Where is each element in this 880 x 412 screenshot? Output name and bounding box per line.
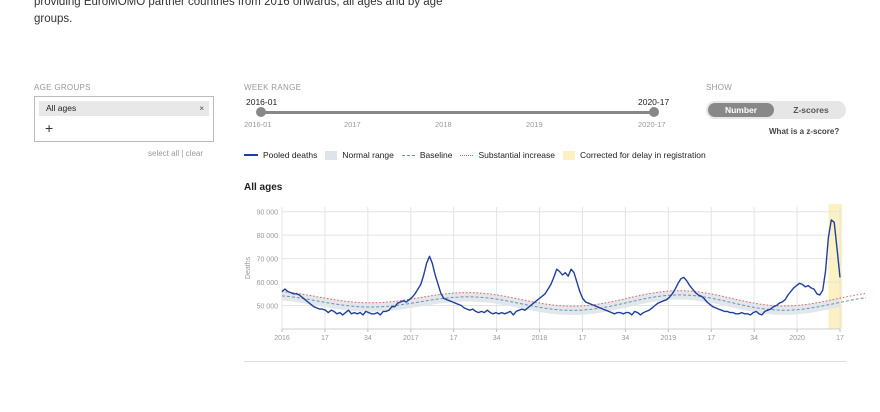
legend-label: Pooled deaths [263, 150, 318, 160]
age-groups-select[interactable]: All ages × + [34, 96, 214, 142]
x-tick-label: 2018 [532, 335, 548, 342]
legend-normal-range: Normal range [325, 150, 394, 160]
y-tick-label: 50 000 [257, 304, 279, 311]
legend-label: Normal range [342, 150, 394, 160]
x-tick-label: 17 [707, 335, 715, 342]
x-tick-label: 34 [621, 335, 629, 342]
show-toggle: Number Z-scores [706, 101, 846, 119]
number-option[interactable]: Number [708, 103, 774, 117]
y-axis-label: Deaths [245, 256, 252, 279]
legend-label: Substantial increase [478, 150, 556, 160]
y-tick-label: 70 000 [257, 257, 279, 264]
x-tick-label: 2016 [274, 335, 290, 342]
y-tick-label: 90 000 [257, 210, 279, 217]
range-tick: 2019 [526, 120, 543, 129]
x-tick-label: 2019 [661, 335, 677, 342]
zscores-option[interactable]: Z-scores [793, 105, 829, 115]
remove-chip-icon[interactable]: × [199, 104, 204, 113]
select-all-link[interactable]: select all [148, 149, 180, 158]
legend-label: Baseline [419, 150, 453, 160]
area-swatch [563, 150, 576, 160]
chart-legend: Pooled deaths Normal range Baseline Subs… [244, 150, 714, 160]
range-end-value: 2020-17 [638, 97, 670, 107]
select-links: select all | clear [148, 149, 203, 158]
x-tick-label: 34 [493, 335, 501, 342]
range-end-handle[interactable] [649, 107, 659, 117]
x-tick-label: 2020 [789, 335, 805, 342]
x-tick-label: 34 [364, 335, 372, 342]
x-tick-label: 17 [321, 335, 329, 342]
x-tick-label: 17 [450, 335, 458, 342]
intro-text: providing EuroMOMO partner countries fro… [34, 0, 464, 28]
show-label: SHOW [706, 83, 733, 92]
zscore-help-link[interactable]: What is a z-score? [769, 127, 840, 136]
range-start-value: 2016-01 [246, 97, 278, 107]
clear-link[interactable]: clear [185, 149, 204, 158]
age-groups-label: AGE GROUPS [34, 83, 91, 92]
range-tick: 2017 [344, 120, 361, 129]
y-tick-label: 60 000 [257, 280, 279, 287]
y-tick-label: 80 000 [257, 233, 279, 240]
intro-line-1: providing EuroMOMO partner countries fro… [34, 0, 443, 8]
add-age-group-icon[interactable]: + [45, 120, 54, 136]
x-tick-label: 2017 [403, 335, 419, 342]
week-range-label: WEEK RANGE [244, 83, 302, 92]
chart-title: All ages [244, 182, 283, 193]
link-separator: | [181, 149, 184, 158]
solid-line-swatch [244, 154, 258, 156]
age-group-chip-label: All ages [46, 103, 77, 113]
dotted-line-swatch [460, 154, 474, 156]
legend-label: Corrected for delay in registration [580, 150, 706, 160]
x-tick-label: 17 [836, 335, 844, 342]
range-tick: 2016-01 [244, 120, 272, 129]
divider [244, 361, 846, 362]
range-start-handle[interactable] [256, 107, 266, 117]
substantial-increase-line [281, 290, 867, 307]
intro-line-2: groups. [34, 13, 73, 25]
x-tick-label: 34 [750, 335, 758, 342]
legend-pooled-deaths: Pooled deaths [244, 150, 317, 160]
legend-delay-correction: Corrected for delay in registration [563, 150, 706, 160]
range-tick: 2020-17 [638, 120, 666, 129]
age-group-chip: All ages × [39, 101, 209, 116]
week-range-track[interactable] [260, 111, 654, 114]
dashed-line-swatch [401, 154, 415, 156]
legend-substantial-increase: Substantial increase [460, 150, 555, 160]
area-swatch [325, 150, 338, 160]
x-tick-label: 17 [579, 335, 587, 342]
range-tick: 2018 [435, 120, 452, 129]
legend-baseline: Baseline [401, 150, 453, 160]
pooled-deaths-line [281, 219, 841, 316]
